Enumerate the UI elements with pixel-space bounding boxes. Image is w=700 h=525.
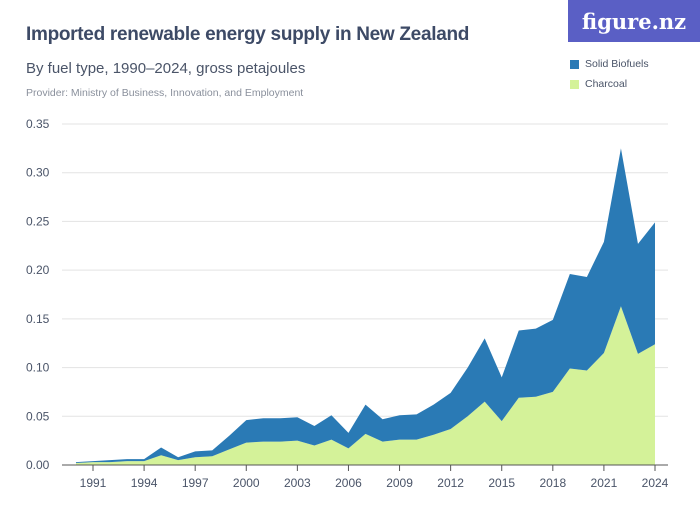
legend-label: Charcoal <box>585 78 628 90</box>
x-tick-label: 2003 <box>284 476 311 490</box>
y-tick-label: 0.10 <box>26 361 50 375</box>
y-tick-label: 0.00 <box>26 458 50 472</box>
y-tick-label: 0.20 <box>26 263 50 277</box>
x-tick-label: 1997 <box>182 476 209 490</box>
x-tick-label: 2021 <box>591 476 618 490</box>
legend: Solid Biofuels Charcoal <box>570 58 649 98</box>
y-tick-label: 0.35 <box>26 117 50 131</box>
legend-swatch <box>570 59 579 69</box>
y-tick-label: 0.05 <box>26 409 50 423</box>
legend-swatch <box>570 79 579 89</box>
x-tick-label: 2009 <box>386 476 413 490</box>
x-tick-label: 2000 <box>233 476 260 490</box>
x-tick-label: 2015 <box>488 476 515 490</box>
x-tick-label: 2018 <box>539 476 566 490</box>
x-tick-label: 2012 <box>437 476 464 490</box>
y-tick-label: 0.15 <box>26 312 50 326</box>
chart-subtitle: By fuel type, 1990–2024, gross petajoule… <box>26 60 306 77</box>
x-tick-label: 2024 <box>642 476 669 490</box>
y-tick-label: 0.25 <box>26 214 50 228</box>
provider-text: Provider: Ministry of Business, Innovati… <box>26 87 304 99</box>
x-tick-label: 2006 <box>335 476 362 490</box>
legend-item-solid-biofuels: Solid Biofuels <box>570 58 649 70</box>
area-charcoal <box>75 306 655 465</box>
x-tick-label: 1991 <box>80 476 107 490</box>
chart-title: Imported renewable energy supply in New … <box>26 24 470 45</box>
x-tick-label: 1994 <box>131 476 158 490</box>
area-solid-biofuels <box>75 148 655 464</box>
legend-label: Solid Biofuels <box>585 58 649 70</box>
figure-nz-logo[interactable]: figure.nz <box>568 0 700 42</box>
y-tick-label: 0.30 <box>26 166 50 180</box>
legend-item-charcoal: Charcoal <box>570 78 649 90</box>
